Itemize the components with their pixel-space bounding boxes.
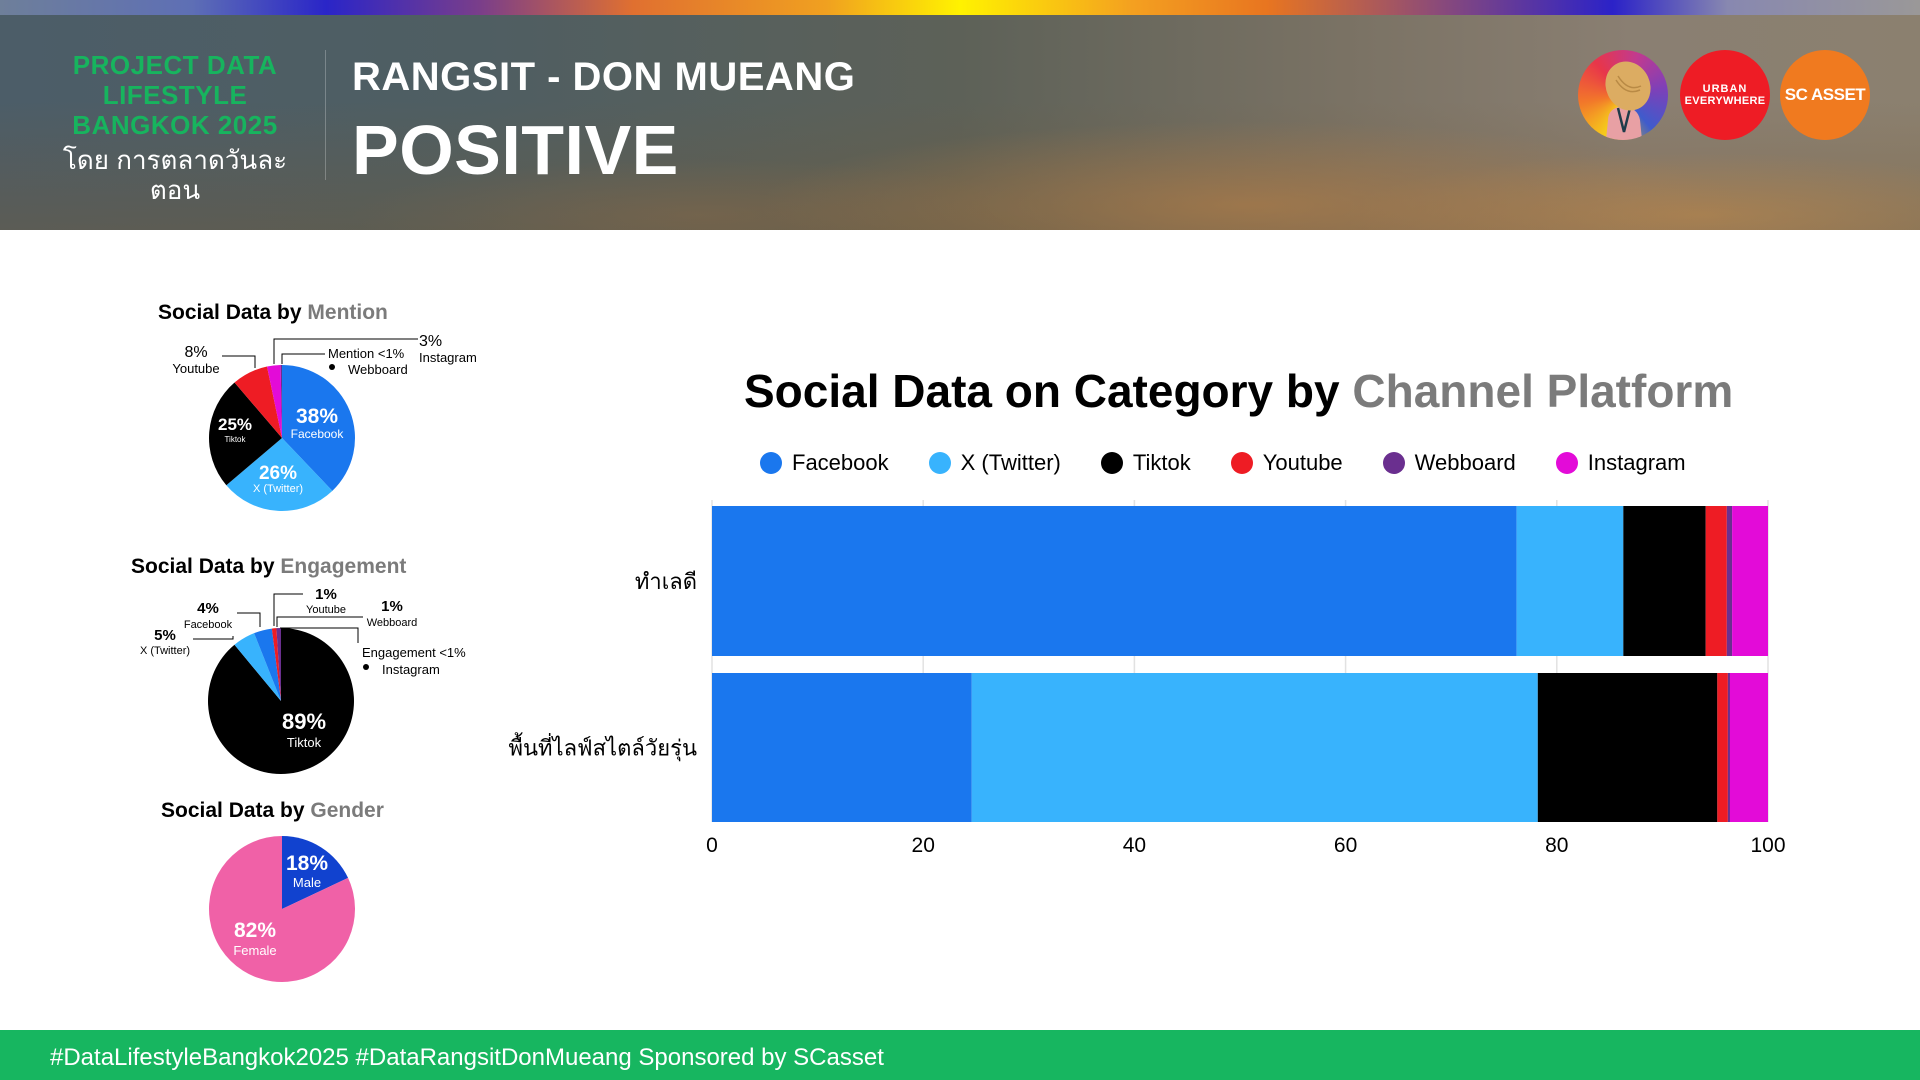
title-accent: Mention [307,301,388,324]
bar-chart-legend: Facebook X (Twitter) Tiktok Youtube Webboard… [760,450,1726,476]
title-accent: Engagement [280,555,407,578]
brand-line: LIFESTYLE [102,80,248,110]
legend-label: Tiktok [1132,450,1191,475]
legend-swatch [1555,452,1578,474]
legend-label: Instagram [1587,450,1686,475]
legend-swatch [1100,452,1123,474]
legend-item-webboard: Webboard [1382,450,1516,476]
x-tick-label: 20 [912,834,935,857]
bar-segment-tiktok [1537,673,1718,822]
title-main: Social Data by [158,301,308,324]
bar-segment-youtube [1717,673,1728,822]
legend-label: Webboard [1414,450,1516,475]
legend-item-x-twitter: X (Twitter) [928,450,1061,476]
title-main: Social Data on Category by [744,365,1353,417]
legend-item-youtube: Youtube [1230,450,1343,476]
header-divider [325,50,326,180]
x-tick-label: 80 [1545,834,1568,857]
engagement-pie-title: Social Data by Engagement [131,555,406,579]
x-tick-label: 100 [1750,834,1785,857]
title-main: Social Data by [161,799,311,822]
mention-pie-title: Social Data by Mention [158,301,388,325]
logo-text: EVERYWHERE [1684,94,1766,107]
legend-label: Facebook [792,450,889,475]
bar-segment-youtube [1705,506,1727,656]
legend-item-tiktok: Tiktok [1100,450,1191,476]
legend-item-facebook: Facebook [760,450,889,476]
legend-swatch [760,452,782,474]
bar-segment-x-twitter [1516,506,1624,656]
legend-swatch [1382,452,1405,474]
gender-pie-title: Social Data by Gender [161,799,384,823]
category-label: พื้นที่ไลฟ์สไตล์วัยรุ่น [508,733,697,762]
title-main: Social Data by [131,555,281,578]
logo-text: SC ASSET [1784,85,1866,104]
bar-chart-title: Social Data on Category by Channel Platf… [744,364,1733,418]
bar-segment-webboard [1726,506,1733,656]
bar-segment-x-twitter [971,673,1538,822]
bar-segment-facebook [712,506,1517,656]
title-accent: Gender [310,799,384,822]
x-tick-label: 40 [1123,834,1146,857]
title-accent: Channel Platform [1352,365,1734,417]
hat-person-icon [1605,61,1651,140]
bar-segment-facebook [712,673,972,822]
page-title: POSITIVE [352,111,679,189]
legend-label: Youtube [1262,450,1343,475]
sc-asset-logo: SC ASSET [1780,50,1870,140]
brand-byline: โดย การตลาดวันละตอน [62,145,288,205]
bar-segment-instagram [1729,673,1768,822]
footer-bar [0,1030,1920,1080]
brand-line: PROJECT DATA [72,50,278,80]
area-subtitle: RANGSIT - DON MUEANG [352,55,856,99]
legend-swatch [928,452,951,474]
category-label: ทำเลดี [635,569,697,594]
brand-title: PROJECT DATA LIFESTYLE BANGKOK 2025 [40,50,310,140]
x-tick-label: 60 [1334,834,1357,857]
bar-segment-instagram [1732,506,1768,656]
x-tick-label: 0 [706,834,718,857]
top-gradient-strip [0,0,1920,15]
legend-item-instagram: Instagram [1555,450,1686,476]
talad-wanlatorn-logo [1578,50,1668,140]
logo-text: URBAN [1702,82,1748,95]
bar-segment-tiktok [1623,506,1706,656]
legend-label: X (Twitter) [960,450,1061,475]
legend-swatch [1230,452,1253,474]
brand-line: BANGKOK 2025 [72,110,278,140]
bar-segment-webboard [1727,673,1730,822]
footer-hashtags: #DataLifestyleBangkok2025 #DataRangsitDo… [50,1044,884,1071]
urban-everywhere-logo: URBAN EVERYWHERE [1680,50,1770,140]
